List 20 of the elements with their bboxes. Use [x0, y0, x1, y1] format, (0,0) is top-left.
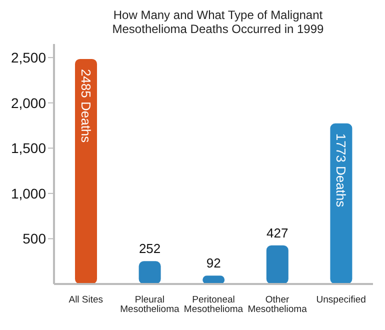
bar [138, 261, 161, 284]
bar [266, 245, 288, 284]
x-tick-label: Peritoneal Mesothelioma [184, 294, 244, 316]
chart-title: How Many and What Type of Malignant Mesothelioma Deaths Occurred in 1999 [111, 8, 325, 36]
x-tick-label: Unspecified [316, 294, 366, 306]
data-label: 252 [138, 241, 161, 256]
y-tick-label: 1,500 [10, 140, 46, 156]
bar [330, 123, 352, 284]
data-label: 2485 Deaths [78, 68, 94, 144]
y-tick-label: 2,500 [10, 50, 46, 66]
y-tick-label: 2,000 [10, 94, 46, 111]
x-tick-label: Other Mesothelioma [248, 294, 308, 316]
data-label: 1773 Deaths [334, 133, 349, 208]
y-tick-label: 500 [22, 230, 46, 247]
bar [75, 58, 97, 284]
y-tick-label: 1,000 [10, 185, 46, 202]
data-label: 427 [266, 225, 288, 240]
x-tick-label: Pleural Mesothelioma [120, 294, 180, 316]
data-label: 92 [206, 256, 221, 271]
x-tick-label: All Sites [68, 294, 104, 306]
